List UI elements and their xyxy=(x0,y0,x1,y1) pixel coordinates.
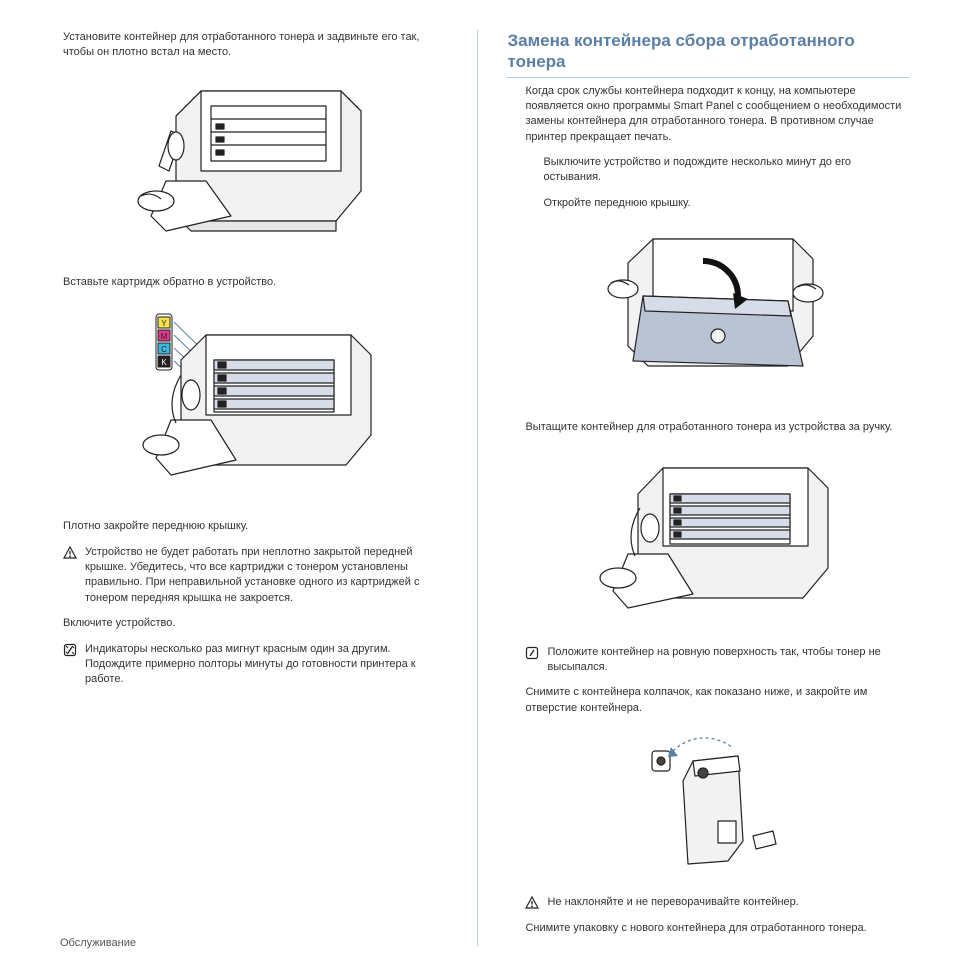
figure-step7: Y M C K xyxy=(45,300,447,505)
manual-page: Установите контейнер для отработанного т… xyxy=(0,0,954,971)
step-5-text: Снимите упаковку с нового контейнера для… xyxy=(507,921,909,936)
caution-step8: Устройство не будет работать при неплотн… xyxy=(45,545,447,607)
page-footer: Обслуживание xyxy=(60,937,136,949)
note-step3: Положите контейнер на ровную поверхность… xyxy=(507,645,909,676)
toner-c-label: C xyxy=(161,345,167,354)
step-3-text: Вытащите контейнер для отработанного тон… xyxy=(507,420,909,435)
toner-k-label: K xyxy=(161,358,167,367)
printer-illustration-3 xyxy=(573,221,843,401)
note-3-text: Положите контейнер на ровную поверхность… xyxy=(547,645,909,676)
printer-illustration-2: Y M C K xyxy=(96,300,396,500)
figure-step4 xyxy=(507,726,909,881)
step-7-text: Вставьте картридж обратно в устройство. xyxy=(45,275,447,290)
caution-step4: Не наклоняйте и не переворачивайте конте… xyxy=(507,895,909,910)
left-column: Установите контейнер для отработанного т… xyxy=(45,30,447,946)
printer-illustration-1 xyxy=(111,71,381,256)
column-divider xyxy=(477,30,478,946)
step-9-text: Включите устройство. xyxy=(45,616,447,631)
figure-step6 xyxy=(45,71,447,261)
footer-section-label: Обслуживание xyxy=(60,937,136,949)
caution-icon xyxy=(525,896,539,910)
caution-8-text: Устройство не будет работать при неплотн… xyxy=(85,545,447,607)
step-8-text: Плотно закройте переднюю крышку. xyxy=(45,519,447,534)
toner-m-label: M xyxy=(160,332,167,341)
caution-4-text: Не наклоняйте и не переворачивайте конте… xyxy=(547,895,909,910)
intro-text: Когда срок службы контейнера подходит к … xyxy=(507,84,909,146)
note-step9: Индикаторы несколько раз мигнут красным … xyxy=(45,642,447,688)
printer-illustration-4 xyxy=(568,446,848,626)
note-icon xyxy=(63,643,77,657)
figure-step2 xyxy=(507,221,909,406)
step-2-text: Откройте переднюю крышку. xyxy=(507,196,909,211)
toner-y-label: Y xyxy=(161,319,167,328)
step-6-text: Установите контейнер для отработанного т… xyxy=(45,30,447,61)
step-4-text: Снимите с контейнера колпачок, как показ… xyxy=(507,685,909,716)
right-column: Замена контейнера сбора отработанного то… xyxy=(507,30,909,946)
waste-container-illustration xyxy=(608,726,808,876)
figure-step3 xyxy=(507,446,909,631)
note-9-text: Индикаторы несколько раз мигнут красным … xyxy=(85,642,447,688)
note-icon xyxy=(525,646,539,660)
caution-icon xyxy=(63,546,77,560)
section-heading: Замена контейнера сбора отработанного то… xyxy=(507,30,909,78)
step-1-text: Выключите устройство и подождите несколь… xyxy=(507,155,909,186)
